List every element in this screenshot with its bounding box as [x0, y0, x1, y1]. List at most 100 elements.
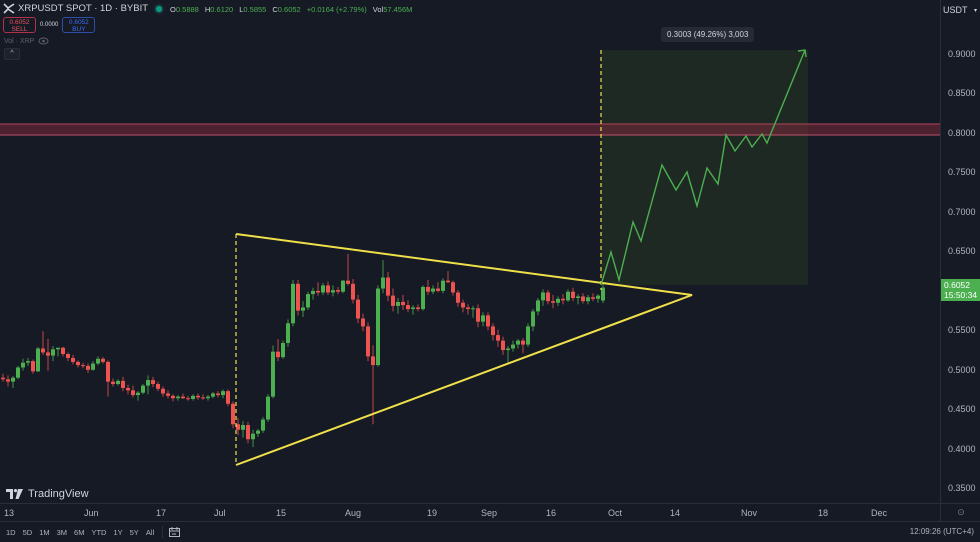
candle-body — [71, 357, 75, 362]
candle-body — [146, 380, 150, 386]
ohlc-item: H0.6120 — [204, 4, 234, 14]
candle-body — [361, 318, 365, 327]
candle-body — [441, 280, 445, 291]
candle-body — [391, 295, 395, 306]
sell-label: SELL — [11, 26, 28, 33]
candle-body — [486, 315, 490, 327]
time-tick: Nov — [741, 508, 758, 518]
candle-body — [246, 425, 250, 440]
price-tick: 0.8500 — [948, 88, 976, 99]
candle-body — [6, 379, 10, 382]
candle-body — [461, 302, 465, 308]
eye-icon[interactable] — [38, 37, 49, 45]
candle-body — [416, 307, 420, 310]
time-tick: Aug — [345, 508, 362, 518]
projection-box — [601, 50, 808, 285]
candle-body — [51, 349, 55, 356]
price-axis[interactable]: USDT ▾ 0.9000 0.8500 0.8000 0.7500 0.7000 0.6… — [940, 0, 980, 503]
candle-body — [116, 380, 120, 385]
candle-body — [386, 277, 390, 296]
triangle-pattern — [235, 233, 693, 466]
time-tick: Oct — [608, 508, 623, 518]
candle-body — [36, 348, 40, 372]
collapse-legend-button[interactable]: ^ — [4, 48, 20, 60]
range-button-all[interactable]: All — [145, 527, 155, 537]
ohlc-item: Vol57.456M — [372, 4, 413, 14]
range-button-3m[interactable]: 3M — [56, 527, 68, 537]
time-tick: Jun — [84, 508, 99, 518]
candle-body — [31, 361, 35, 372]
candle-body — [106, 361, 110, 382]
divider — [162, 526, 164, 538]
time-tick: Sep — [481, 508, 498, 518]
time-tick: 19 — [427, 508, 438, 518]
range-button-1m[interactable]: 1M — [39, 527, 50, 537]
currency-selector[interactable]: USDT ▾ — [943, 3, 977, 17]
candle-body — [601, 287, 605, 301]
calendar-goto-icon[interactable] — [169, 527, 181, 537]
candle-body — [536, 300, 540, 312]
range-button-1y[interactable]: 1Y — [113, 527, 123, 537]
price-chart[interactable] — [0, 0, 940, 503]
axis-settings-button[interactable]: ⊙ — [940, 503, 980, 521]
time-axis[interactable]: 13 Jun 17 Jul 15 Aug 19 Sep 16 Oct 14 Nov 18 Dec — [0, 503, 940, 521]
candle-body — [126, 387, 130, 391]
candle-body — [236, 424, 240, 430]
ohlc-item: C0.6052 — [272, 4, 301, 14]
range-button-1d[interactable]: 1D — [6, 527, 16, 537]
candle-body — [426, 286, 430, 292]
candle-body — [596, 295, 600, 299]
clock-timezone[interactable]: 12:09:26 (UTC+4) — [909, 527, 974, 536]
candle-body — [521, 340, 525, 345]
candle-body — [431, 288, 435, 292]
candle-body — [341, 280, 345, 292]
candle-body — [171, 395, 175, 399]
time-tick: 16 — [546, 508, 557, 518]
candle-body — [1, 377, 5, 380]
symbol-header: XRPUSDT SPOT · 1D · BYBIT O0.5888 H0.6120… — [3, 3, 418, 14]
tradingview-logo[interactable]: TradingView — [6, 488, 89, 500]
candle-body — [41, 348, 45, 353]
candle-body — [451, 282, 455, 293]
candle-body — [561, 298, 565, 301]
sell-button[interactable]: 0.6052 SELL — [3, 17, 36, 33]
currency-label: USDT — [943, 5, 968, 15]
candle-body — [366, 326, 370, 357]
candle-body — [311, 290, 315, 295]
ohlc-item: O0.5888 — [170, 4, 199, 14]
candle-body — [91, 363, 95, 370]
range-button-5d[interactable]: 5D — [22, 527, 33, 537]
measure-label: 0.3003 (49.26%) 3,003 — [661, 27, 755, 42]
candle-body — [191, 395, 195, 400]
candle-body — [331, 290, 335, 293]
candle-body — [526, 326, 530, 345]
ohlc-item: +0.0164 (+2.79%) — [306, 4, 367, 14]
range-buttons: 1D 5D 1M 3M 6M YTD 1Y 5Y All — [0, 528, 154, 537]
brand-name: TradingView — [28, 488, 89, 500]
candle-body — [296, 283, 300, 311]
candle-body — [506, 348, 510, 351]
symbol-title[interactable]: XRPUSDT SPOT · 1D · BYBIT — [18, 3, 149, 14]
price-tick: 0.4000 — [948, 443, 976, 454]
current-price: 0.6052 — [944, 279, 970, 290]
candle-body — [356, 299, 360, 319]
range-button-6m[interactable]: 6M — [74, 527, 85, 537]
range-button-5y[interactable]: 5Y — [129, 527, 139, 537]
spread-value: 0.0000 — [40, 22, 59, 28]
price-tick: 0.7000 — [948, 206, 976, 217]
ohlc-values: O0.5888 H0.6120 L0.5855 C0.6052 +0.0164 (+2.… — [170, 4, 418, 14]
candle-body — [301, 307, 305, 311]
candle-body — [591, 297, 595, 299]
range-button-ytd[interactable]: YTD — [91, 527, 107, 537]
candle-body — [531, 311, 535, 327]
trade-buttons: 0.6052 SELL 0.0000 0.6052 BUY — [3, 17, 96, 33]
market-open-icon — [156, 5, 163, 12]
buy-price: 0.6052 — [68, 19, 89, 26]
candle-body — [261, 419, 265, 431]
candle-body — [576, 296, 580, 299]
bar-countdown: 15:50:34 — [944, 289, 978, 300]
volume-indicator[interactable]: Vol · XRP — [4, 37, 49, 45]
candle-body — [271, 351, 275, 397]
candle-body — [111, 381, 115, 385]
buy-button[interactable]: 0.6052 BUY — [62, 17, 96, 33]
